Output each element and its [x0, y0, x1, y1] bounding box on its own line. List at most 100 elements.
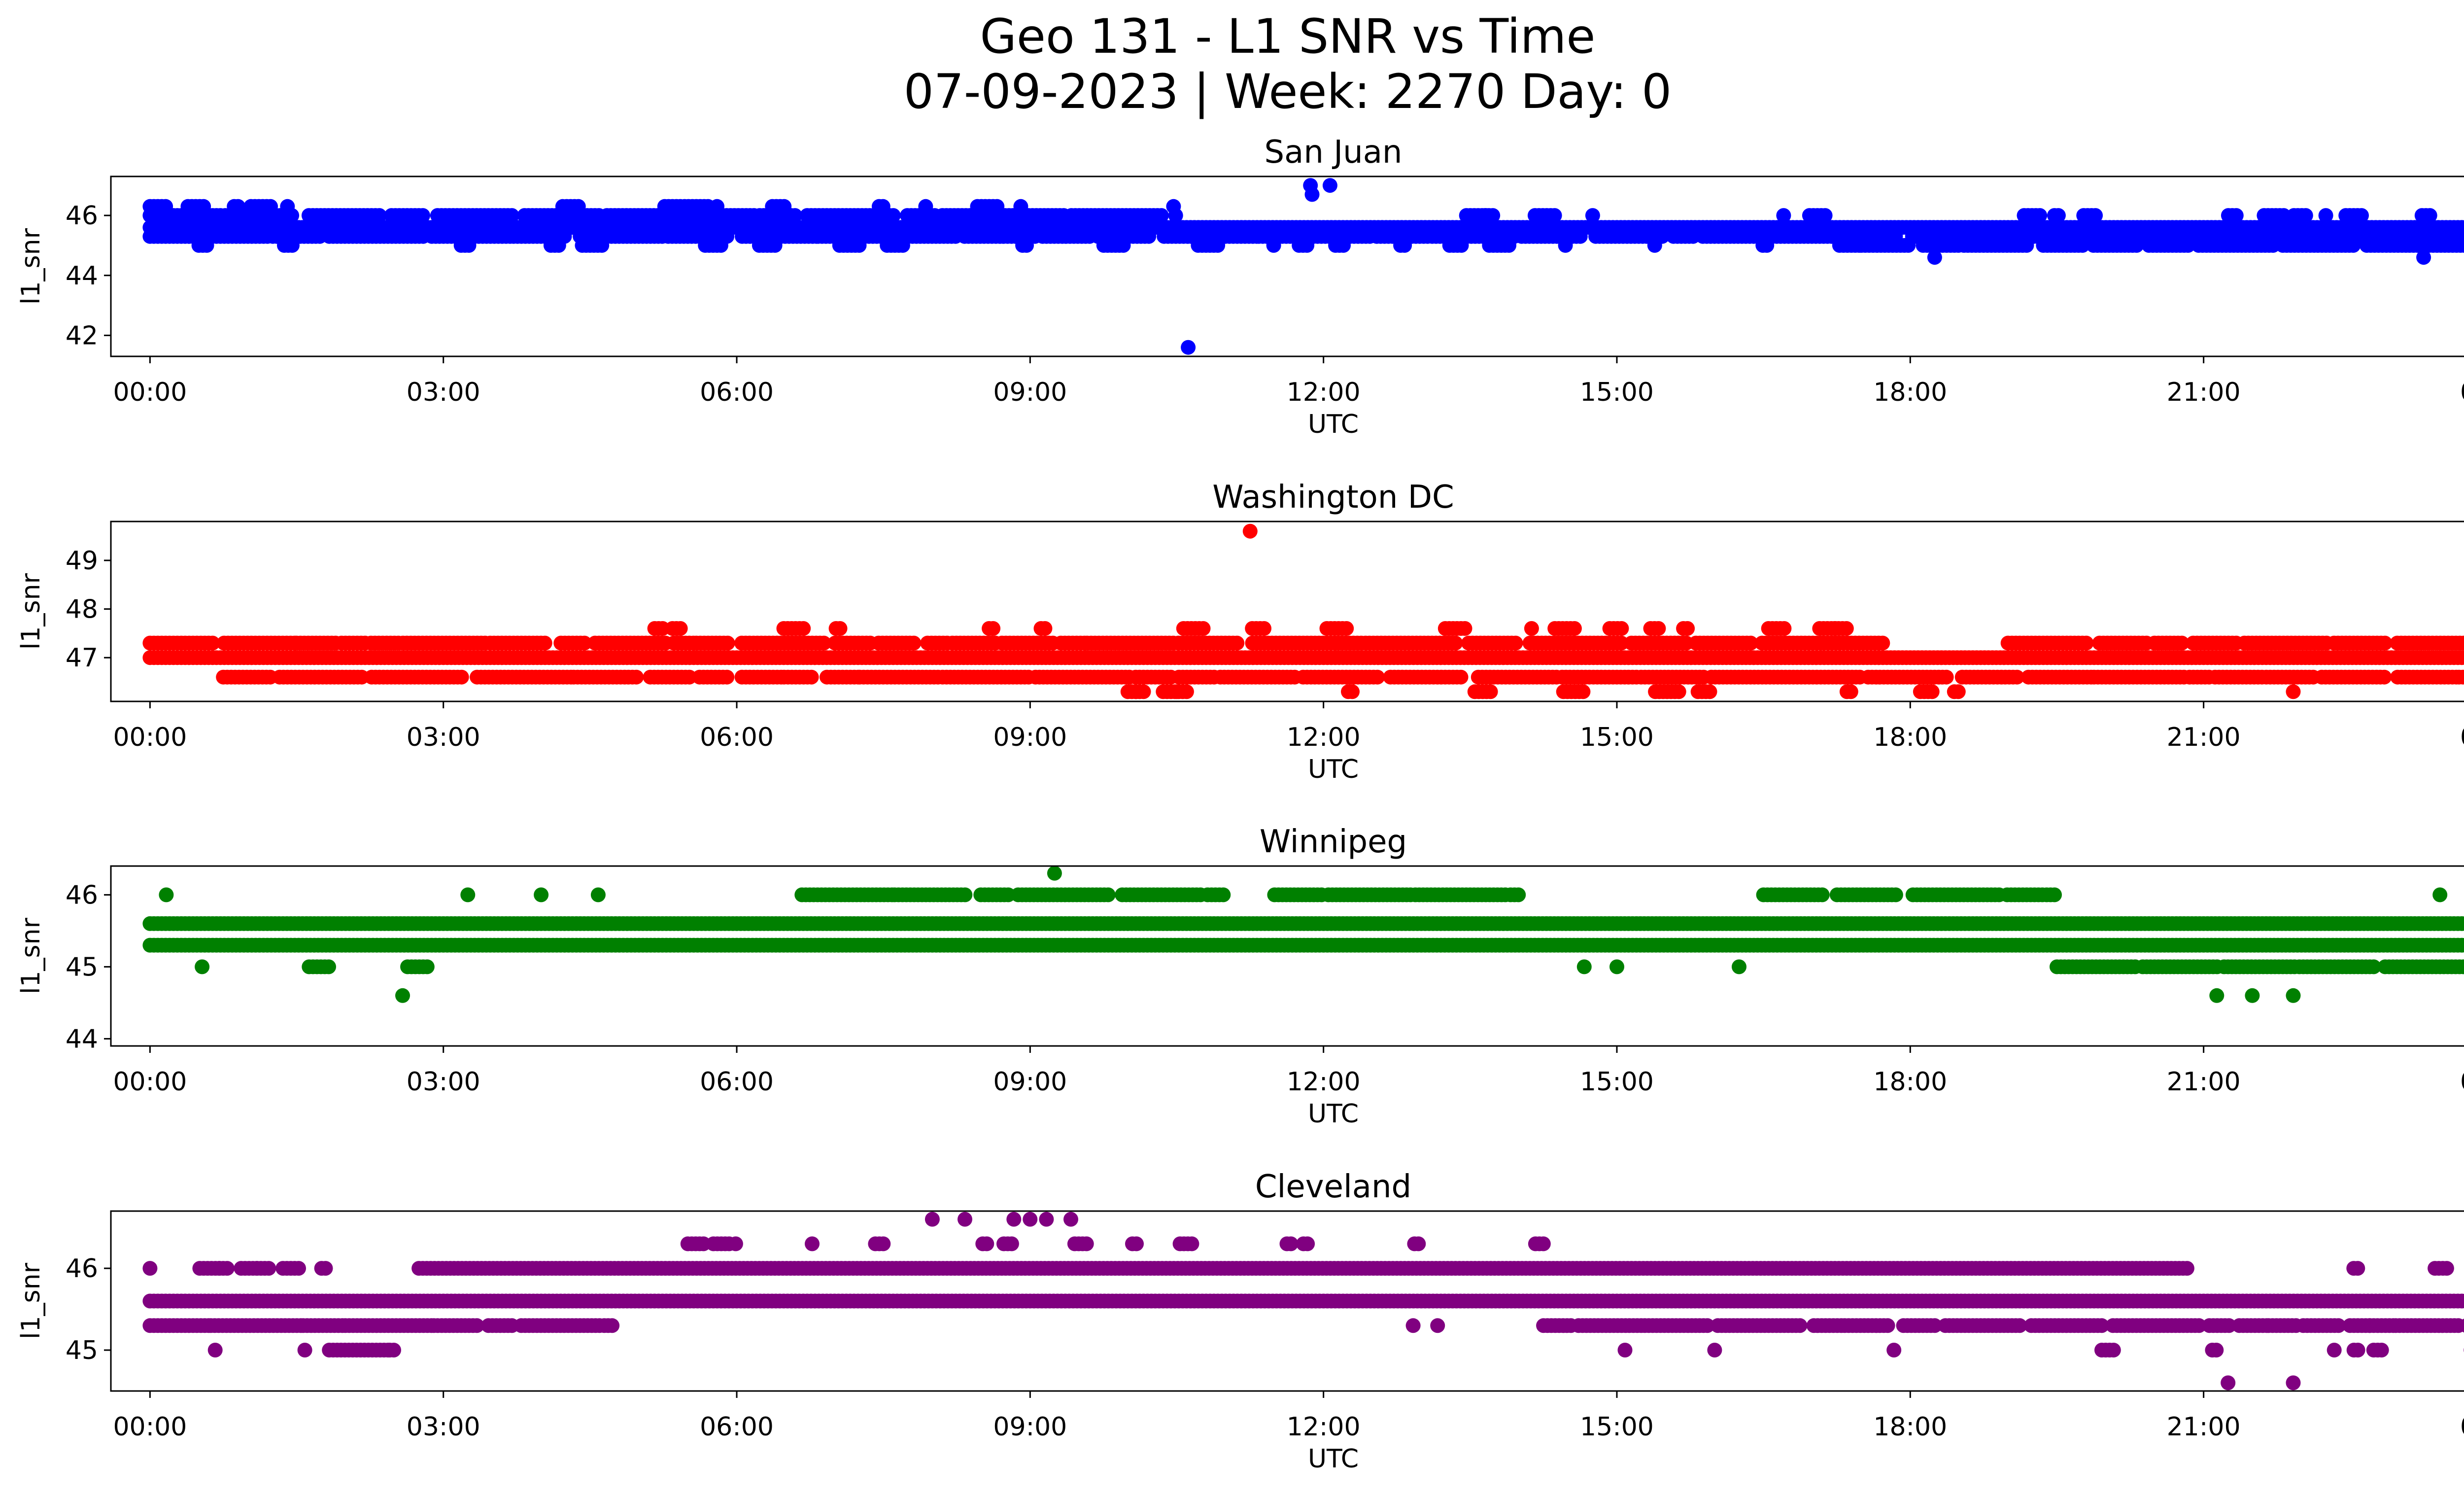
- data-point: [1558, 238, 1573, 253]
- data-point: [1843, 684, 1858, 699]
- figure-title: Geo 131 - L1 SNR vs Time 07-09-2023 | We…: [0, 9, 2464, 119]
- data-point: [1839, 621, 1854, 636]
- data-point: [1483, 684, 1498, 699]
- data-point: [1743, 635, 1758, 651]
- x-tick-label: 00:00: [2460, 723, 2464, 752]
- data-point: [710, 199, 724, 214]
- data-point: [895, 238, 910, 253]
- subplot-title: Washington DC: [1212, 479, 1454, 516]
- data-point: [1508, 635, 1523, 651]
- x-tick-label: 03:00: [407, 723, 480, 752]
- data-point: [1647, 238, 1662, 253]
- data-point: [415, 208, 430, 223]
- data-point: [719, 669, 735, 685]
- data-point: [2458, 650, 2464, 665]
- x-axis-label: UTC: [1308, 410, 1359, 439]
- data-point: [1901, 238, 1916, 253]
- x-axis-label: UTC: [1308, 755, 1359, 784]
- x-tick-label: 00:00: [113, 723, 187, 752]
- data-point: [2460, 636, 2464, 650]
- data-point: [875, 199, 890, 214]
- data-point: [1777, 621, 1792, 636]
- data-point: [1888, 887, 1903, 903]
- data-point: [777, 199, 792, 214]
- data-point: [1457, 621, 1472, 636]
- scatter-points: [142, 523, 2464, 699]
- data-point: [1266, 238, 1281, 253]
- data-point: [2181, 238, 2195, 253]
- data-point: [284, 238, 300, 253]
- plot-frame: [110, 175, 2464, 357]
- data-point: [1345, 684, 1360, 699]
- data-point: [1511, 887, 1526, 903]
- y-tick-label: 48: [66, 595, 98, 625]
- scatter-points: [142, 178, 2464, 355]
- x-tick-label: 21:00: [2167, 723, 2241, 752]
- data-point: [504, 208, 519, 223]
- data-point: [1230, 635, 1245, 651]
- x-tick-label: 15:00: [1580, 723, 1654, 752]
- y-axis-label: l1_snr: [16, 228, 46, 305]
- data-point: [1019, 238, 1034, 253]
- data-point: [454, 669, 469, 685]
- data-point: [2019, 238, 2034, 253]
- data-point: [1702, 684, 1717, 699]
- data-point: [1453, 669, 1469, 685]
- data-point: [2079, 635, 2094, 651]
- x-tick-label: 09:00: [993, 723, 1067, 752]
- x-tick-label: 12:00: [1287, 378, 1361, 407]
- data-point: [1210, 238, 1226, 253]
- data-point: [2459, 670, 2464, 684]
- data-point: [231, 199, 246, 214]
- data-point: [1242, 523, 1258, 539]
- data-point: [1759, 238, 1775, 253]
- data-point: [2462, 919, 2464, 929]
- data-point: [673, 621, 688, 636]
- data-point: [2458, 938, 2464, 953]
- x-tick-label: 00:00: [2460, 378, 2464, 407]
- data-point: [1322, 178, 1337, 193]
- x-tick-label: 06:00: [700, 378, 774, 407]
- data-point: [571, 199, 586, 214]
- data-point: [1875, 635, 1890, 651]
- x-tick-label: 00:00: [113, 378, 187, 407]
- data-point: [852, 238, 867, 253]
- x-tick-label: 06:00: [700, 723, 774, 752]
- x-tick-label: 18:00: [1873, 723, 1947, 752]
- data-point: [804, 669, 819, 685]
- data-point: [158, 199, 173, 214]
- data-point: [1336, 238, 1351, 253]
- data-point: [1166, 199, 1181, 214]
- data-point: [263, 199, 278, 214]
- data-point: [1216, 887, 1231, 903]
- data-point: [2416, 250, 2431, 265]
- data-point: [1169, 684, 1184, 699]
- subplot-title: Winnipeg: [1260, 824, 1407, 860]
- data-point: [1680, 621, 1695, 636]
- data-point: [629, 669, 644, 685]
- x-tick-label: 21:00: [2167, 378, 2241, 407]
- figure-title-line2: 07-09-2023 | Week: 2270 Day: 0: [903, 64, 1672, 119]
- y-tick-label: 47: [66, 643, 98, 673]
- data-point: [1116, 238, 1131, 253]
- data-point: [1776, 208, 1791, 223]
- data-point: [986, 621, 1001, 636]
- data-point: [2075, 238, 2090, 253]
- data-point: [2088, 208, 2103, 223]
- data-point: [2354, 208, 2369, 223]
- data-point: [1746, 229, 1761, 244]
- data-point: [1573, 229, 1588, 244]
- data-point: [1100, 887, 1116, 903]
- data-point: [594, 238, 610, 253]
- y-tick-label: 49: [66, 546, 98, 576]
- y-tick-label: 44: [66, 261, 98, 291]
- data-point: [796, 621, 811, 636]
- data-point: [2129, 238, 2144, 253]
- data-point: [1181, 340, 1196, 355]
- data-point: [537, 635, 552, 651]
- data-point: [720, 635, 735, 651]
- data-point: [2346, 238, 2361, 253]
